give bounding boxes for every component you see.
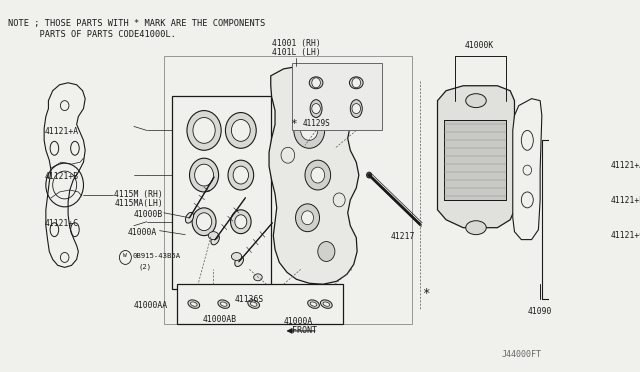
Ellipse shape xyxy=(209,232,219,240)
Ellipse shape xyxy=(186,212,193,223)
Text: 41000K: 41000K xyxy=(465,41,494,50)
Ellipse shape xyxy=(253,274,262,281)
Text: 4101L (LH): 4101L (LH) xyxy=(272,48,321,57)
Text: 41129S: 41129S xyxy=(303,119,330,128)
Text: 41000AB: 41000AB xyxy=(202,315,236,324)
Polygon shape xyxy=(269,66,359,284)
Text: 41000A: 41000A xyxy=(284,317,313,326)
Polygon shape xyxy=(444,121,506,200)
Circle shape xyxy=(367,172,372,178)
Ellipse shape xyxy=(191,302,197,306)
Bar xyxy=(172,96,271,289)
Circle shape xyxy=(195,164,214,186)
Bar xyxy=(164,56,412,324)
Ellipse shape xyxy=(232,253,242,260)
Circle shape xyxy=(563,223,583,247)
Circle shape xyxy=(192,208,216,235)
Text: (2): (2) xyxy=(138,263,151,270)
Text: W: W xyxy=(123,253,127,259)
Circle shape xyxy=(296,204,319,232)
Text: 4115MA(LH): 4115MA(LH) xyxy=(115,199,163,208)
Ellipse shape xyxy=(466,221,486,235)
Circle shape xyxy=(301,121,318,140)
Circle shape xyxy=(312,78,321,88)
Circle shape xyxy=(301,211,314,225)
Circle shape xyxy=(305,160,331,190)
Ellipse shape xyxy=(250,302,257,306)
Text: 41090: 41090 xyxy=(528,307,552,316)
Text: 41000A: 41000A xyxy=(128,228,157,237)
Text: 4115M (RH): 4115M (RH) xyxy=(115,190,163,199)
Circle shape xyxy=(233,166,248,184)
Bar xyxy=(292,63,382,131)
Circle shape xyxy=(189,158,219,192)
Polygon shape xyxy=(438,86,515,228)
Text: NOTE ; THOSE PARTS WITH * MARK ARE THE COMPONENTS
      PARTS OF PARTS CODE41000: NOTE ; THOSE PARTS WITH * MARK ARE THE C… xyxy=(8,19,266,39)
Bar xyxy=(542,140,600,299)
Text: *: * xyxy=(291,119,297,128)
Circle shape xyxy=(311,167,324,183)
Text: 41121+A: 41121+A xyxy=(44,128,78,137)
Ellipse shape xyxy=(349,77,363,89)
Circle shape xyxy=(557,147,588,183)
Ellipse shape xyxy=(323,302,330,306)
Text: 41000B: 41000B xyxy=(134,210,163,219)
Circle shape xyxy=(232,119,250,141)
Ellipse shape xyxy=(310,100,322,118)
Circle shape xyxy=(563,153,583,177)
Ellipse shape xyxy=(248,300,259,308)
Ellipse shape xyxy=(309,77,323,89)
Ellipse shape xyxy=(211,234,220,245)
Circle shape xyxy=(228,160,253,190)
Text: J44000FT: J44000FT xyxy=(502,350,542,359)
Circle shape xyxy=(230,210,251,234)
Circle shape xyxy=(196,213,212,231)
Polygon shape xyxy=(44,83,85,267)
Circle shape xyxy=(560,185,586,215)
Text: *: * xyxy=(422,287,429,300)
Bar xyxy=(177,284,344,324)
Text: 41121+C: 41121+C xyxy=(611,231,640,240)
Ellipse shape xyxy=(321,300,332,308)
Circle shape xyxy=(312,104,321,113)
Circle shape xyxy=(294,113,324,148)
Circle shape xyxy=(568,229,578,241)
Ellipse shape xyxy=(350,100,362,118)
Text: 41121+B: 41121+B xyxy=(44,172,78,181)
Text: 41001 (RH): 41001 (RH) xyxy=(272,39,321,48)
Text: 41000AA: 41000AA xyxy=(134,301,168,310)
Ellipse shape xyxy=(220,302,227,306)
Circle shape xyxy=(352,78,360,88)
Circle shape xyxy=(187,110,221,150)
Text: 41217: 41217 xyxy=(390,232,415,241)
Circle shape xyxy=(565,191,580,209)
Ellipse shape xyxy=(188,300,200,308)
Text: FRONT: FRONT xyxy=(292,326,317,336)
Ellipse shape xyxy=(310,302,317,306)
Text: 41121+A: 41121+A xyxy=(611,161,640,170)
Text: 41136S: 41136S xyxy=(235,295,264,304)
Text: 0B915-43B5A: 0B915-43B5A xyxy=(132,253,180,260)
Circle shape xyxy=(235,215,247,229)
Ellipse shape xyxy=(466,94,486,108)
Text: 41121+C: 41121+C xyxy=(44,219,78,228)
Ellipse shape xyxy=(218,300,230,308)
Text: 41121+B: 41121+B xyxy=(611,196,640,205)
Circle shape xyxy=(352,104,360,113)
Circle shape xyxy=(193,118,215,143)
Polygon shape xyxy=(513,99,542,240)
Ellipse shape xyxy=(308,300,319,308)
Circle shape xyxy=(225,113,256,148)
Ellipse shape xyxy=(235,256,243,266)
Circle shape xyxy=(318,241,335,262)
